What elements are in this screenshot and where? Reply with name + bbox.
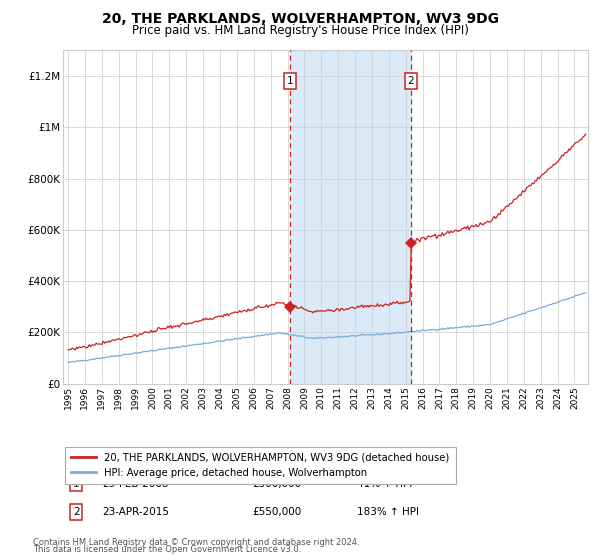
Text: £300,000: £300,000	[252, 479, 301, 488]
Text: Price paid vs. HM Land Registry's House Price Index (HPI): Price paid vs. HM Land Registry's House …	[131, 24, 469, 36]
Text: 1: 1	[287, 76, 293, 86]
Bar	[290, 50, 411, 384]
Text: 20, THE PARKLANDS, WOLVERHAMPTON, WV3 9DG: 20, THE PARKLANDS, WOLVERHAMPTON, WV3 9D…	[101, 12, 499, 26]
Text: 29-FEB-2008: 29-FEB-2008	[103, 479, 169, 488]
Text: 1: 1	[73, 479, 79, 488]
Text: £550,000: £550,000	[252, 507, 301, 517]
Text: This data is licensed under the Open Government Licence v3.0.: This data is licensed under the Open Gov…	[33, 545, 301, 554]
Text: 2: 2	[73, 507, 79, 517]
Text: 41% ↑ HPI: 41% ↑ HPI	[357, 479, 412, 488]
Text: Contains HM Land Registry data © Crown copyright and database right 2024.: Contains HM Land Registry data © Crown c…	[33, 538, 359, 547]
Legend: 20, THE PARKLANDS, WOLVERHAMPTON, WV3 9DG (detached house), HPI: Average price, : 20, THE PARKLANDS, WOLVERHAMPTON, WV3 9D…	[65, 447, 455, 484]
Text: 183% ↑ HPI: 183% ↑ HPI	[357, 507, 419, 517]
Text: 23-APR-2015: 23-APR-2015	[103, 507, 169, 517]
Text: 2: 2	[407, 76, 414, 86]
